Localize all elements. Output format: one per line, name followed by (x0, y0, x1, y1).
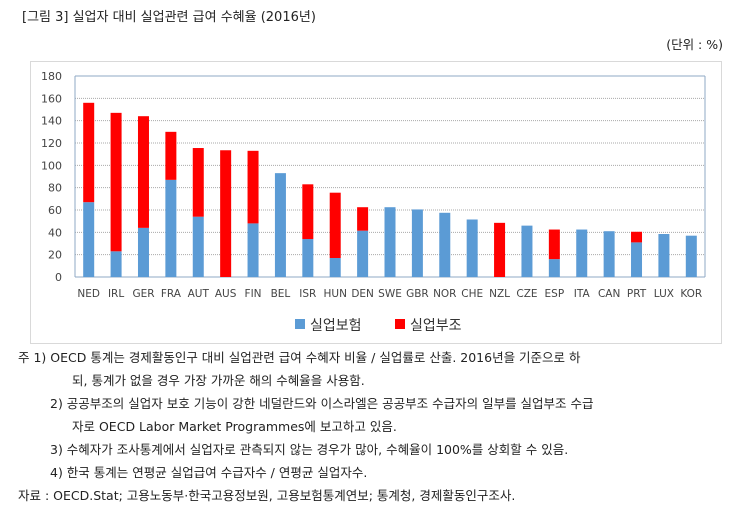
y-tick-label: 160 (41, 92, 62, 105)
bar-assistance-hun (329, 192, 341, 259)
bar-insurance-cze (521, 225, 533, 277)
x-tick-label: BEL (271, 288, 291, 300)
bar-assistance-isr (302, 184, 314, 240)
x-tick-label: FRA (161, 288, 182, 300)
bar-insurance-can (603, 231, 615, 277)
x-tick-label: NOR (433, 288, 456, 300)
bar-insurance-fra (165, 179, 177, 277)
y-tick-label: 20 (48, 249, 62, 262)
y-tick-label: 100 (41, 159, 62, 172)
bar-insurance-prt (631, 242, 643, 277)
bar-assistance-ned (83, 102, 95, 203)
notes: 주 1) OECD 통계는 경제활동인구 대비 실업관련 급여 수혜자 비율 /… (18, 346, 728, 507)
bar-insurance-lux (658, 234, 670, 277)
y-tick-label: 180 (41, 70, 62, 83)
y-tick-label: 140 (41, 115, 62, 128)
x-tick-label: SWE (378, 288, 402, 300)
x-tick-label: NZL (489, 288, 510, 300)
note-2: 2) 공공부조의 실업자 보호 기능이 강한 네덜란드와 이스라엘은 공공부조 … (50, 396, 594, 411)
x-tick-label: AUT (188, 288, 210, 300)
bar-assistance-aut (192, 148, 204, 217)
bar-assistance-den (357, 207, 369, 231)
x-tick-label: NED (77, 288, 100, 300)
bar-assistance-aus (220, 150, 232, 277)
x-tick-label: DEN (351, 288, 374, 300)
bar-insurance-kor (685, 235, 697, 277)
x-tick-label: PRT (627, 288, 647, 300)
y-tick-label: 80 (48, 182, 62, 195)
bar-insurance-hun (329, 258, 341, 277)
bar-insurance-che (466, 219, 478, 277)
bar-insurance-ger (137, 227, 149, 277)
stacked-bar-chart: 0 20 40 60 80 100 120 140 160 180 NED IRL GER FRA AUT A… (41, 70, 706, 334)
y-tick-label: 0 (55, 271, 62, 284)
note-1-cont: 되, 통계가 없을 경우 가장 가까운 해의 수혜율을 사용함. (72, 373, 365, 388)
bar-assistance-ger (137, 116, 149, 228)
bar-insurance-aut (192, 216, 204, 277)
chart-frame (30, 61, 722, 344)
bar-insurance-swe (384, 207, 396, 277)
x-tick-label: AUS (215, 288, 237, 300)
bar-assistance-irl (110, 112, 122, 252)
bar-insurance-bel (274, 173, 286, 277)
y-tick-label: 120 (41, 137, 62, 150)
x-tick-label: IRL (108, 288, 124, 300)
bar-assistance-prt (631, 231, 643, 243)
note-2-cont: 자로 OECD Labor Market Programmes에 보고하고 있음… (72, 419, 397, 434)
x-tick-label: KOR (680, 288, 702, 300)
x-tick-label: LUX (654, 288, 674, 300)
bar-insurance-ita (576, 229, 588, 277)
legend-label-1: 실업부조 (410, 318, 462, 334)
note-3: 3) 수혜자가 조사통계에서 실업자로 관측되지 않는 경우가 많아, 수혜율이… (50, 442, 569, 457)
bar-insurance-esp (548, 259, 560, 277)
x-tick-label: GBR (406, 288, 429, 300)
note-4: 4) 한국 통계는 연평균 실업급여 수급자수 / 연평균 실업자수. (50, 465, 368, 480)
bar-insurance-nor (439, 212, 451, 277)
x-tick-label: ISR (299, 288, 316, 300)
y-tick-label: 40 (48, 226, 62, 239)
legend-label-0: 실업보험 (310, 318, 362, 334)
bar-insurance-ned (83, 202, 95, 277)
bar-insurance-gbr (411, 209, 423, 277)
note-1: 주 1) OECD 통계는 경제활동인구 대비 실업관련 급여 수혜자 비율 /… (18, 350, 581, 365)
unit-label: (단위 : %) (666, 37, 723, 52)
source: 자료 : OECD.Stat; 고용노동부·한국고용정보원, 고용보험통계연보;… (18, 488, 516, 503)
legend-swatch-1 (395, 319, 405, 329)
bar-assistance-esp (548, 229, 560, 260)
figure-title: [그림 3] 실업자 대비 실업관련 급여 수혜율 (2016년) (22, 10, 316, 25)
x-tick-label: ESP (545, 288, 565, 300)
x-tick-label: ITA (574, 288, 591, 300)
bar-insurance-fin (247, 223, 259, 277)
x-tick-label: CAN (598, 288, 620, 300)
x-tick-label: GER (132, 288, 154, 300)
y-tick-label: 60 (48, 204, 62, 217)
x-tick-label: CZE (516, 288, 537, 300)
bar-insurance-den (357, 230, 369, 277)
bar-assistance-fin (247, 150, 259, 224)
x-tick-label: FIN (245, 288, 262, 300)
bar-insurance-isr (302, 239, 314, 277)
bar-assistance-nzl (494, 222, 506, 277)
legend-swatch-0 (295, 319, 305, 329)
x-tick-label: CHE (461, 288, 483, 300)
bar-assistance-fra (165, 131, 177, 180)
bar-insurance-irl (110, 251, 122, 277)
x-tick-label: HUN (323, 288, 346, 300)
